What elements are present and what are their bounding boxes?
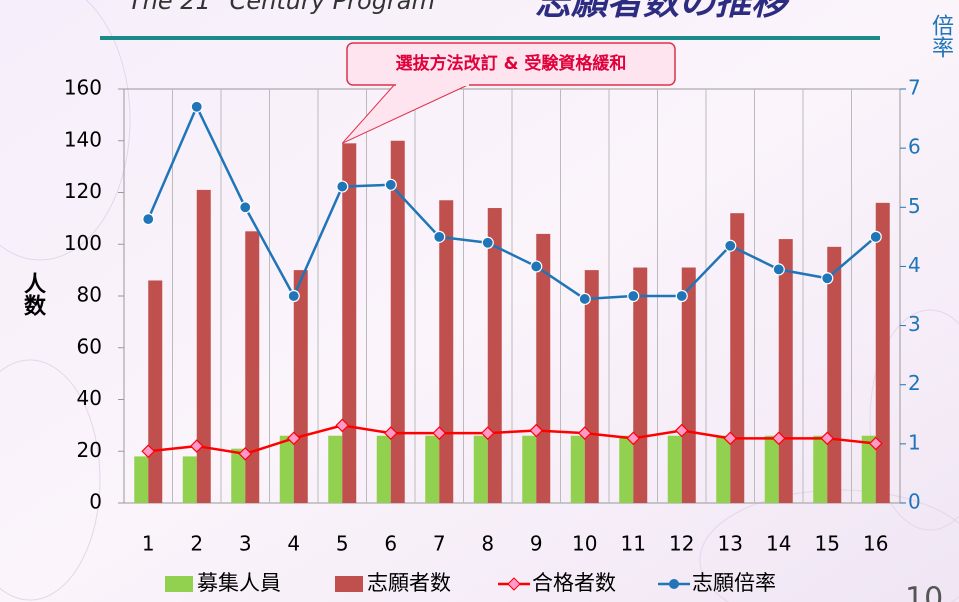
bar [827, 247, 841, 503]
x-tick-label: 1 [142, 532, 155, 556]
bar [730, 213, 744, 503]
chart-title: 志願者数の推移 [535, 0, 791, 23]
x-tick-label: 7 [433, 532, 446, 556]
background [0, 0, 959, 602]
bar [682, 268, 696, 503]
marker [337, 181, 348, 192]
marker [385, 179, 396, 190]
bar [813, 436, 827, 503]
x-tick-label: 12 [669, 532, 694, 556]
title-en-sup: st [211, 0, 224, 2]
title-en-rest: Century Program [230, 0, 435, 15]
annotation: 選抜方法改訂 & 受験資格緩和 [396, 53, 627, 74]
marker [676, 291, 687, 302]
marker [628, 291, 639, 302]
x-tick-label: 6 [384, 532, 397, 556]
chart: The 21stCentury Program 志願者数の推移 倍率 人数 10… [0, 0, 959, 602]
marker [434, 231, 445, 242]
title-en: The 21st Century Program [128, 0, 435, 15]
marker [191, 101, 202, 112]
bar [148, 280, 162, 503]
y-tick-label: 80 [77, 283, 102, 307]
bar [342, 143, 356, 503]
legend-label: 志願倍率 [692, 571, 776, 595]
x-tick-label: 9 [530, 532, 543, 556]
bar [633, 268, 647, 503]
y2-tick-label: 0 [908, 490, 921, 514]
x-tick-label: 15 [815, 532, 840, 556]
legend-label: 募集人員 [197, 571, 281, 595]
marker [482, 237, 493, 248]
page-number: 10 [905, 582, 943, 602]
bar [668, 436, 682, 503]
marker [288, 291, 299, 302]
y-axis-label: 人数 [20, 272, 46, 317]
bar [585, 270, 599, 503]
y-tick-label: 140 [64, 127, 102, 151]
bar [280, 436, 294, 503]
bar [619, 436, 633, 503]
bar [571, 436, 585, 503]
y2-tick-label: 4 [908, 253, 921, 277]
marker [143, 214, 154, 225]
marker [531, 261, 542, 272]
y-tick-label: 160 [64, 76, 102, 100]
marker [240, 202, 251, 213]
y2-tick-label: 2 [908, 371, 921, 395]
bar [183, 456, 197, 503]
bar [522, 436, 536, 503]
y-tick-label: 20 [77, 438, 102, 462]
y2-tick-label: 6 [908, 135, 921, 159]
marker [579, 293, 590, 304]
bar [439, 200, 453, 503]
x-tick-label: 14 [766, 532, 791, 556]
x-tick-label: 4 [287, 532, 300, 556]
bar [716, 436, 730, 503]
bar [197, 190, 211, 503]
bar [391, 141, 405, 503]
x-tick-label: 8 [481, 532, 494, 556]
marker [870, 231, 881, 242]
bar [876, 203, 890, 503]
legend-marker [669, 579, 679, 589]
bar [425, 436, 439, 503]
bar [765, 436, 779, 503]
legend-swatch [165, 576, 193, 592]
y2-tick-label: 7 [908, 76, 921, 100]
title-en-main: The 21 [128, 0, 211, 15]
x-tick-label: 13 [718, 532, 743, 556]
bar [294, 270, 308, 503]
y-tick-label: 100 [64, 231, 102, 255]
x-tick-label: 2 [190, 532, 203, 556]
bar [134, 456, 148, 503]
y2-tick-label: 3 [908, 312, 921, 336]
y2-axis-label: 倍率 [928, 14, 954, 58]
legend-label: 志願者数 [367, 571, 451, 595]
y-tick-label: 40 [77, 386, 102, 410]
y2-tick-label: 5 [908, 194, 921, 218]
marker [773, 264, 784, 275]
bar [377, 436, 391, 503]
bar [474, 436, 488, 503]
legend-label: 合格者数 [532, 571, 616, 595]
x-tick-label: 3 [239, 532, 252, 556]
x-tick-label: 11 [621, 532, 646, 556]
y-tick-label: 60 [77, 334, 102, 358]
y2-tick-label: 1 [908, 430, 921, 454]
bar [779, 239, 793, 503]
x-tick-label: 5 [336, 532, 349, 556]
x-tick-label: 10 [572, 532, 597, 556]
x-tick-label: 16 [863, 532, 888, 556]
marker [822, 273, 833, 284]
marker [725, 240, 736, 251]
bar [245, 231, 259, 503]
bar [488, 208, 502, 503]
legend-swatch [335, 576, 363, 592]
y-tick-label: 0 [89, 490, 102, 514]
bar [328, 436, 342, 503]
y-tick-label: 120 [64, 179, 102, 203]
